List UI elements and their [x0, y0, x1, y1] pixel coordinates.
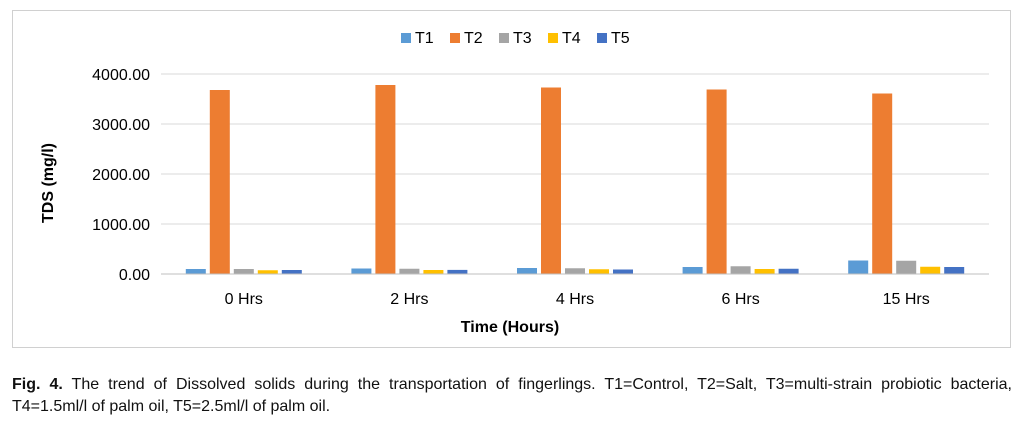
legend: T1 T2 T3 T4 T5 — [401, 30, 630, 47]
tds-bar-chart: 0.00 1000.00 2000.00 3000.00 4000.00 0 Hrs 2 H… — [40, 30, 989, 336]
bar-t2-0-hrs — [209, 90, 230, 274]
bar-t2-6-hrs — [706, 89, 727, 274]
legend-label-t4: T4 — [562, 30, 581, 47]
chart-frame: 0.00 1000.00 2000.00 3000.00 4000.00 0 Hrs 2 H… — [12, 10, 1011, 348]
legend-label-t5: T5 — [611, 30, 630, 47]
legend-label-t1: T1 — [415, 30, 434, 47]
bars — [185, 85, 965, 274]
x-axis-label: Time (Hours) — [461, 319, 559, 336]
bar-t2-4-hrs — [541, 87, 561, 274]
bar-t1-4-hrs — [517, 268, 537, 274]
bar-t1-6-hrs — [682, 267, 703, 274]
bar-t5-6-hrs — [778, 268, 799, 274]
legend-swatch-t2 — [450, 33, 460, 43]
bar-t5-0-hrs — [281, 270, 302, 274]
y-tick-label: 1000.00 — [92, 217, 150, 234]
bar-t3-4-hrs — [565, 268, 585, 274]
bar-t5-2-hrs — [447, 269, 468, 274]
bar-t1-2-hrs — [351, 268, 372, 274]
caption-label: Fig. 4. — [12, 376, 63, 393]
bar-t4-6-hrs — [754, 269, 775, 274]
bar-t3-15-hrs — [896, 260, 917, 274]
bar-t3-2-hrs — [399, 268, 420, 274]
legend-swatch-t1 — [401, 33, 411, 43]
bar-t5-15-hrs — [944, 267, 965, 274]
y-axis-label: TDS (mg/l) — [40, 143, 57, 223]
x-tick-label: 0 Hrs — [225, 291, 263, 308]
bar-t3-0-hrs — [233, 269, 254, 274]
bar-t5-4-hrs — [613, 269, 633, 274]
bar-t1-0-hrs — [185, 269, 206, 274]
x-tick-label: 6 Hrs — [721, 291, 759, 308]
bar-t3-6-hrs — [730, 266, 751, 274]
y-tick-label: 0.00 — [119, 267, 150, 284]
bar-t4-4-hrs — [589, 269, 609, 274]
gridlines — [161, 73, 989, 225]
y-tick-label: 2000.00 — [92, 167, 150, 184]
y-tick-label: 4000.00 — [92, 67, 150, 84]
legend-swatch-t4 — [548, 33, 558, 43]
bar-t4-2-hrs — [423, 270, 444, 274]
x-tick-label: 4 Hrs — [556, 291, 594, 308]
legend-label-t2: T2 — [464, 30, 483, 47]
bar-t4-15-hrs — [920, 266, 941, 274]
caption-text: The trend of Dissolved solids during the… — [12, 376, 1013, 415]
bar-t4-0-hrs — [257, 270, 278, 274]
x-tick-label: 15 Hrs — [883, 291, 930, 308]
x-tick-label: 2 Hrs — [390, 291, 428, 308]
axes: 0.00 1000.00 2000.00 3000.00 4000.00 0 Hrs 2 H… — [92, 67, 989, 308]
legend-swatch-t5 — [597, 33, 607, 43]
bar-t1-15-hrs — [848, 260, 869, 274]
bar-t2-15-hrs — [872, 93, 893, 274]
legend-label-t3: T3 — [513, 30, 532, 47]
legend-swatch-t3 — [499, 33, 509, 43]
y-tick-label: 3000.00 — [92, 117, 150, 134]
bar-t2-2-hrs — [375, 85, 396, 274]
figure-caption: Fig. 4. The trend of Dissolved solids du… — [12, 374, 1012, 418]
